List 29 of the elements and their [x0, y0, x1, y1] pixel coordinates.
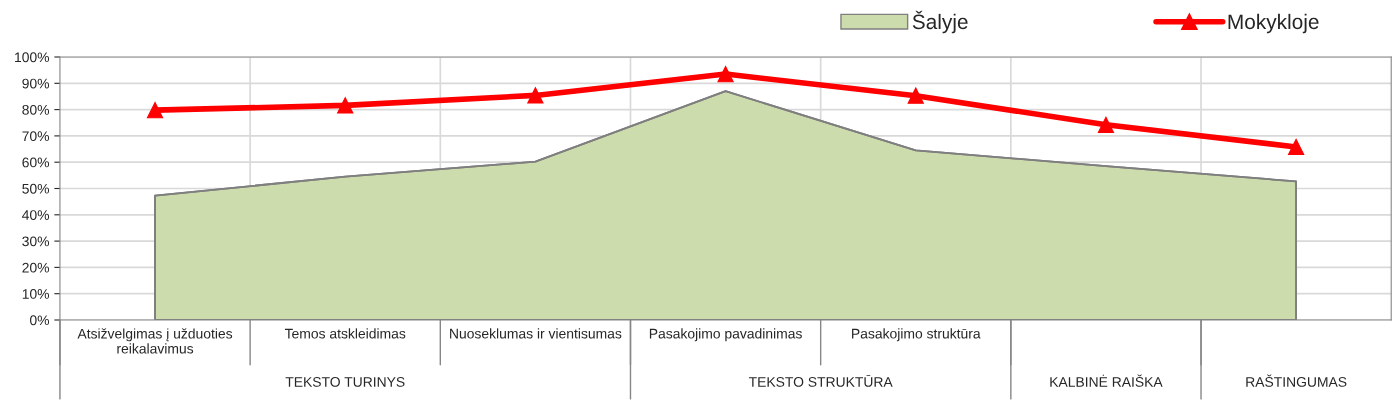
x-tick-label: Atsižvelgimas į užduoties reikalavimus [77, 328, 233, 354]
text: RAŠTINGUMAS [1246, 374, 1347, 387]
point [1287, 138, 1305, 156]
x-tick-label: Pasakojimo pavadinimas [649, 328, 802, 342]
x-tick-label: Nuoseklumas ir vientisumas [450, 328, 622, 339]
y-tick-label: 20% [22, 262, 50, 273]
point [337, 97, 354, 114]
legend-label: Šalyje [912, 10, 968, 34]
y-tick-label: 50% [22, 183, 50, 194]
y-tick-label: 60% [22, 157, 50, 168]
text: TEKSTO STRUKTŪRA [748, 375, 893, 387]
text: TEKSTO TURINYS [285, 377, 405, 387]
y-tick-label: 90% [22, 78, 50, 89]
point [907, 87, 924, 104]
y-tick-label: 40% [22, 210, 50, 220]
point [146, 101, 164, 119]
y-tick-label: 10% [22, 289, 50, 299]
x-tick-label: Pasakojimo struktūra [852, 328, 981, 342]
point [717, 65, 734, 83]
y-tick-label: 100% [15, 52, 50, 63]
text: KALBINĖ RAIŠKA [1050, 374, 1163, 387]
y-tick-label: 30% [22, 236, 50, 247]
y-tick-label: 70% [22, 131, 50, 142]
y-tick-label: 80% [22, 104, 50, 115]
point [527, 87, 544, 104]
y-tick-label: 0% [29, 315, 50, 326]
legend-label: Mokykloje [1228, 13, 1319, 34]
point [1097, 116, 1115, 134]
x-tick-label: Temos atskleidimas [284, 328, 406, 339]
